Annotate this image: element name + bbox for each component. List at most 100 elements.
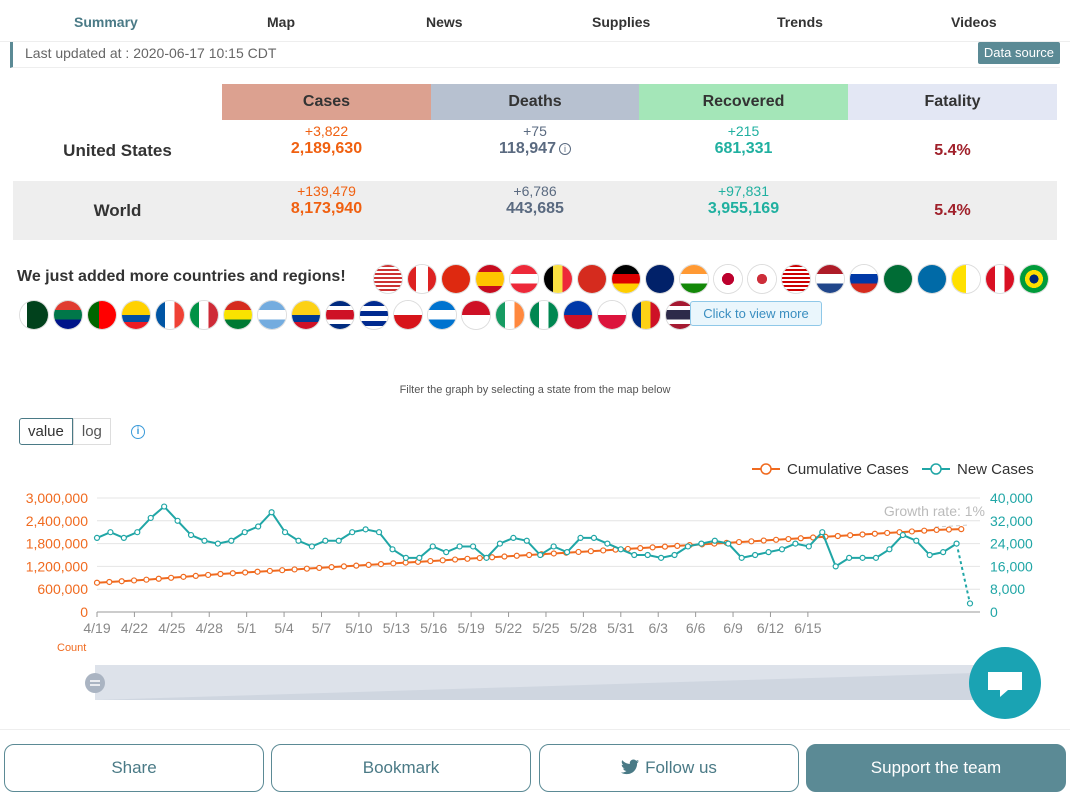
vatican-flag-icon[interactable] bbox=[952, 265, 980, 293]
cumulative-cases-point bbox=[921, 527, 928, 534]
chat-button[interactable] bbox=[969, 647, 1041, 719]
new-cases-point bbox=[241, 529, 248, 536]
cumulative-cases-point bbox=[735, 538, 743, 546]
spain-flag-icon[interactable] bbox=[476, 265, 504, 293]
new-cases-point bbox=[550, 543, 557, 550]
support-team-button[interactable]: Support the team bbox=[806, 744, 1066, 792]
sweden-flag-icon[interactable] bbox=[918, 265, 946, 293]
thailand-flag-icon[interactable] bbox=[666, 301, 694, 329]
left-axis-tick-label: 0 bbox=[80, 604, 88, 620]
cumulative-cases-point bbox=[871, 530, 878, 537]
china-flag-icon[interactable] bbox=[442, 265, 470, 293]
cumulative-cases-point bbox=[242, 569, 249, 576]
new-cases-point bbox=[161, 503, 168, 510]
us-flag-icon[interactable] bbox=[374, 265, 402, 293]
cumulative-cases-point bbox=[847, 532, 854, 539]
japan-flag-icon[interactable] bbox=[714, 265, 742, 293]
cumulative-cases-point bbox=[340, 563, 348, 570]
bookmark-button[interactable]: Bookmark bbox=[271, 744, 531, 792]
new-cases-point bbox=[577, 534, 584, 542]
cumulative-cases-point bbox=[229, 570, 236, 577]
footer-bar: Share Bookmark Follow us Support the tea… bbox=[0, 729, 1070, 802]
colombia-flag-icon[interactable] bbox=[292, 301, 320, 329]
germany-flag-icon[interactable] bbox=[612, 265, 640, 293]
philippines-flag-icon[interactable] bbox=[564, 301, 592, 329]
recovered-total: 681,331 bbox=[714, 140, 773, 157]
india-flag-icon[interactable] bbox=[680, 265, 708, 293]
tab-videos[interactable]: Videos bbox=[951, 14, 997, 30]
cumulative-cases-point bbox=[155, 575, 162, 582]
portugal-flag-icon[interactable] bbox=[88, 301, 116, 329]
data-source-button[interactable]: Data source bbox=[977, 42, 1060, 64]
ireland-flag-icon[interactable] bbox=[496, 301, 524, 329]
tab-summary[interactable]: Summary bbox=[74, 14, 138, 30]
new-cases-point bbox=[644, 551, 651, 559]
romania-flag-icon[interactable] bbox=[632, 301, 660, 329]
cumulative-cases-point bbox=[550, 550, 557, 557]
left-axis-tick-label: 2,400,000 bbox=[26, 513, 88, 529]
ecuador-flag-icon[interactable] bbox=[122, 301, 150, 329]
x-tick-label: 5/31 bbox=[607, 620, 634, 636]
left-axis-tick-label: 1,200,000 bbox=[26, 558, 88, 574]
new-cases-point bbox=[725, 540, 732, 547]
tab-supplies[interactable]: Supplies bbox=[592, 14, 651, 30]
legend-label[interactable]: Cumulative Cases bbox=[787, 461, 909, 478]
saudi-flag-icon[interactable] bbox=[884, 265, 912, 293]
netherlands-flag-icon[interactable] bbox=[816, 265, 844, 293]
stats-row-us: United States +3,822 2,189,630 +75 118,9… bbox=[13, 121, 1057, 180]
new-cases-point bbox=[510, 534, 517, 542]
log-scale-button[interactable]: log bbox=[72, 418, 111, 445]
recovered-cell: +215 681,331 bbox=[639, 121, 848, 180]
legend-label[interactable]: New Cases bbox=[957, 461, 1034, 478]
belgium-flag-icon[interactable] bbox=[544, 265, 572, 293]
peru-flag-icon[interactable] bbox=[986, 265, 1014, 293]
brazil-flag-icon[interactable] bbox=[1020, 265, 1048, 293]
follow-us-button[interactable]: Follow us bbox=[539, 744, 799, 792]
poland-flag-icon[interactable] bbox=[598, 301, 626, 329]
y-axis-label: Count bbox=[57, 642, 86, 654]
x-tick-label: 4/19 bbox=[83, 620, 110, 636]
new-cases-point bbox=[496, 540, 504, 547]
new-cases-point bbox=[805, 543, 812, 550]
stats-row-world: World +139,479 8,173,940 +6,786 443,685 … bbox=[13, 181, 1057, 240]
czech-flag-icon[interactable] bbox=[394, 301, 422, 329]
canada-flag-icon[interactable] bbox=[408, 265, 436, 293]
costa-rica-flag-icon[interactable] bbox=[326, 301, 354, 329]
new-cases-point bbox=[792, 540, 799, 547]
austria-flag-icon[interactable] bbox=[510, 265, 538, 293]
new-cases-point bbox=[953, 540, 960, 547]
info-icon[interactable]: i bbox=[558, 143, 571, 155]
indonesia-flag-icon[interactable] bbox=[462, 301, 490, 329]
argentina-flag-icon[interactable] bbox=[258, 301, 286, 329]
uk-flag-icon[interactable] bbox=[646, 265, 674, 293]
malaysia-flag-icon[interactable] bbox=[782, 265, 810, 293]
france-flag-icon[interactable] bbox=[156, 301, 184, 329]
share-button[interactable]: Share bbox=[4, 744, 264, 792]
korea-flag-icon[interactable] bbox=[748, 265, 776, 293]
nigeria-flag-icon[interactable] bbox=[530, 301, 558, 329]
view-more-button[interactable]: Click to view more bbox=[690, 301, 822, 326]
recovered-total: 3,955,169 bbox=[707, 200, 780, 217]
tab-trends[interactable]: Trends bbox=[777, 14, 823, 30]
value-scale-button[interactable]: value bbox=[19, 418, 73, 445]
tab-news[interactable]: News bbox=[426, 14, 463, 30]
scale-toggle: value log bbox=[19, 418, 111, 445]
cumulative-cases-point bbox=[859, 531, 866, 538]
new-cases-point bbox=[886, 546, 893, 553]
italy-flag-icon[interactable] bbox=[190, 301, 218, 329]
tab-map[interactable]: Map bbox=[267, 14, 295, 30]
russia-flag-icon[interactable] bbox=[850, 265, 878, 293]
cuba-flag-icon[interactable] bbox=[360, 301, 388, 329]
cumulative-cases-point bbox=[760, 537, 767, 544]
last-updated-text: Last updated at : 2020-06-17 10:15 CDT bbox=[25, 45, 277, 61]
bolivia-flag-icon[interactable] bbox=[224, 301, 252, 329]
honduras-flag-icon[interactable] bbox=[428, 301, 456, 329]
pakistan-flag-icon[interactable] bbox=[20, 301, 48, 329]
new-cases-point bbox=[604, 540, 611, 547]
cumulative-cases-point bbox=[303, 565, 310, 572]
switzerland-flag-icon[interactable] bbox=[578, 265, 606, 293]
south-africa-flag-icon[interactable] bbox=[54, 301, 82, 329]
new-cases-point bbox=[255, 523, 262, 530]
info-icon[interactable]: i bbox=[131, 425, 145, 439]
range-slider-handle[interactable] bbox=[85, 673, 105, 693]
